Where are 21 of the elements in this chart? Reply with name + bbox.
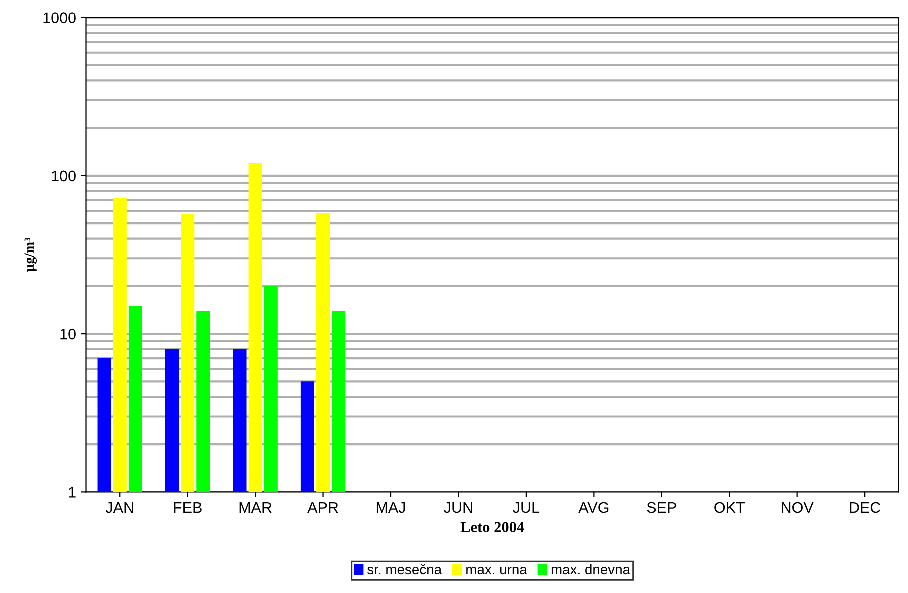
x-tick-label: AVG (578, 502, 609, 514)
x-tick-label: DEC (850, 502, 881, 514)
y-tick-label: 1000 (44, 12, 76, 24)
legend-label: max. dnevna (552, 564, 631, 575)
x-tick-label: OKT (714, 502, 745, 514)
y-axis-title: μg/m³ (24, 238, 37, 272)
x-tick-label: JAN (106, 502, 134, 514)
y-tick-label: 10 (60, 328, 76, 340)
x-axis-title: Leto 2004 (460, 522, 524, 532)
x-tick-label: MAJ (376, 502, 406, 514)
x-tick-label: JUL (513, 502, 540, 514)
x-tick-label: APR (308, 502, 338, 513)
legend-label: max. urna (466, 566, 528, 575)
y-tick-label: 100 (52, 170, 76, 182)
x-tick-label: FEB (174, 502, 202, 513)
x-tick-label: JUN (444, 502, 472, 514)
x-tick-label: MAR (240, 502, 272, 513)
y-tick-label: 1 (69, 487, 76, 498)
legend-label: sr. mesečna (368, 564, 442, 575)
x-tick-label: SEP (647, 502, 676, 514)
x-tick-label: NOV (782, 502, 814, 514)
